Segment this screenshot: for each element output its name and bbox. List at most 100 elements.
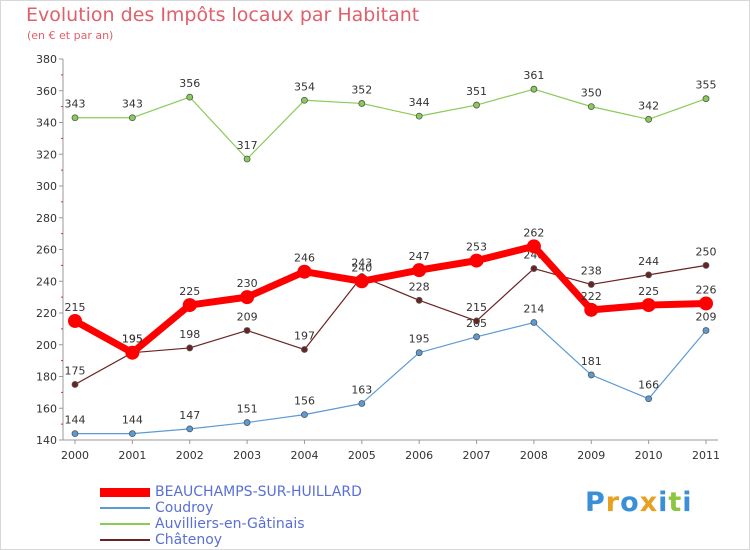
data-point bbox=[128, 430, 136, 438]
data-point bbox=[71, 114, 79, 122]
series-line-0 bbox=[75, 88, 707, 160]
y-tick-label: 280 bbox=[36, 212, 57, 225]
legend-label: Coudroy bbox=[155, 500, 214, 516]
data-label: 350 bbox=[581, 87, 602, 100]
x-tick-label: 2004 bbox=[290, 449, 318, 462]
x-tick-label: 2000 bbox=[61, 449, 89, 462]
data-label: 197 bbox=[294, 330, 315, 343]
data-point bbox=[415, 349, 423, 357]
data-point bbox=[584, 302, 599, 317]
line-chart: 140 160 180 200 220 240 260 280 300 320 340 360 380 2… bbox=[36, 53, 720, 462]
logo-letter: i bbox=[682, 487, 693, 518]
data-label: 215 bbox=[466, 301, 487, 314]
data-label: 317 bbox=[237, 139, 258, 152]
series-line-3 bbox=[73, 242, 707, 357]
data-point bbox=[358, 100, 366, 107]
data-point bbox=[240, 290, 255, 305]
legend-swatch bbox=[100, 539, 150, 541]
data-label: 225 bbox=[179, 285, 200, 298]
x-tick-label: 2011 bbox=[692, 449, 720, 462]
data-label: 181 bbox=[581, 355, 602, 368]
data-point bbox=[243, 419, 251, 426]
x-tick-label: 2007 bbox=[463, 449, 491, 462]
data-point bbox=[641, 298, 656, 313]
data-label: 240 bbox=[351, 261, 372, 274]
data-label: 144 bbox=[122, 414, 143, 427]
x-tick-label: 2001 bbox=[118, 449, 146, 462]
data-label: 230 bbox=[237, 277, 258, 290]
legend-label: BEAUCHAMPS-SUR-HUILLARD bbox=[155, 484, 362, 500]
x-tick-label: 2002 bbox=[176, 449, 204, 462]
data-label: 238 bbox=[581, 264, 602, 277]
data-point bbox=[297, 264, 312, 279]
data-label: 343 bbox=[65, 98, 86, 111]
data-label: 351 bbox=[466, 85, 487, 98]
y-tick-label: 320 bbox=[36, 148, 57, 161]
data-label: 144 bbox=[65, 414, 86, 427]
data-point bbox=[473, 317, 480, 325]
data-point bbox=[702, 261, 710, 269]
data-label: 195 bbox=[409, 333, 430, 346]
chart-title: Evolution des Impôts locaux par Habitant bbox=[26, 4, 420, 26]
data-label: 361 bbox=[523, 69, 544, 82]
data-point bbox=[530, 319, 538, 326]
y-tick-label: 260 bbox=[36, 244, 57, 257]
data-label: 262 bbox=[523, 226, 544, 239]
data-point bbox=[645, 115, 653, 123]
y-tick-label: 200 bbox=[36, 339, 57, 352]
y-tick-label: 360 bbox=[36, 85, 57, 98]
data-label: 243 bbox=[351, 256, 372, 269]
legend-swatch bbox=[100, 488, 150, 497]
data-point bbox=[301, 411, 308, 419]
data-point bbox=[702, 327, 710, 334]
data-label: 222 bbox=[581, 290, 602, 303]
y-tick-label: 300 bbox=[36, 180, 57, 193]
data-point bbox=[415, 112, 423, 120]
data-point bbox=[186, 425, 194, 433]
data-label: 246 bbox=[294, 252, 315, 265]
data-point bbox=[125, 345, 140, 360]
data-label: 163 bbox=[351, 383, 372, 396]
data-label: 214 bbox=[523, 303, 544, 316]
data-label: 356 bbox=[179, 77, 200, 90]
data-label: 253 bbox=[466, 241, 487, 254]
legend-swatch bbox=[100, 523, 150, 525]
data-point bbox=[186, 344, 194, 352]
data-label: 151 bbox=[237, 403, 258, 416]
data-point bbox=[243, 155, 251, 163]
data-label: 247 bbox=[409, 250, 430, 263]
series-line-1 bbox=[75, 321, 707, 435]
logo-letter: o bbox=[620, 487, 640, 518]
logo-letter: x bbox=[639, 487, 659, 518]
legend-label: Châtenoy bbox=[155, 532, 223, 548]
data-label: 342 bbox=[638, 99, 659, 112]
x-tick-label: 2008 bbox=[520, 449, 548, 462]
data-point bbox=[473, 101, 480, 109]
data-point bbox=[699, 296, 713, 311]
data-point bbox=[354, 274, 369, 289]
data-point bbox=[182, 298, 197, 313]
x-tick-label: 2010 bbox=[635, 449, 663, 462]
data-point bbox=[412, 263, 427, 278]
y-tick-label: 240 bbox=[36, 275, 57, 288]
data-label: 147 bbox=[179, 409, 200, 422]
y-tick-label: 380 bbox=[36, 53, 57, 66]
data-label: 352 bbox=[351, 83, 372, 96]
x-tick-label: 2006 bbox=[405, 449, 433, 462]
logo-letter: t bbox=[668, 487, 683, 518]
data-label: 195 bbox=[122, 333, 143, 346]
data-label: 166 bbox=[638, 379, 659, 392]
data-label: 228 bbox=[409, 280, 430, 293]
x-tick-label: 2005 bbox=[348, 449, 376, 462]
data-label: 175 bbox=[65, 364, 86, 377]
y-tick-label: 160 bbox=[36, 402, 57, 415]
legend-label: Auvilliers-en-Gâtinais bbox=[155, 516, 305, 532]
data-point bbox=[71, 430, 79, 438]
data-point bbox=[243, 327, 251, 334]
data-label: 354 bbox=[294, 80, 315, 93]
proxiti-logo: Proxiti bbox=[585, 487, 693, 518]
data-point bbox=[301, 346, 308, 353]
data-point bbox=[358, 400, 366, 407]
data-point bbox=[301, 96, 308, 104]
